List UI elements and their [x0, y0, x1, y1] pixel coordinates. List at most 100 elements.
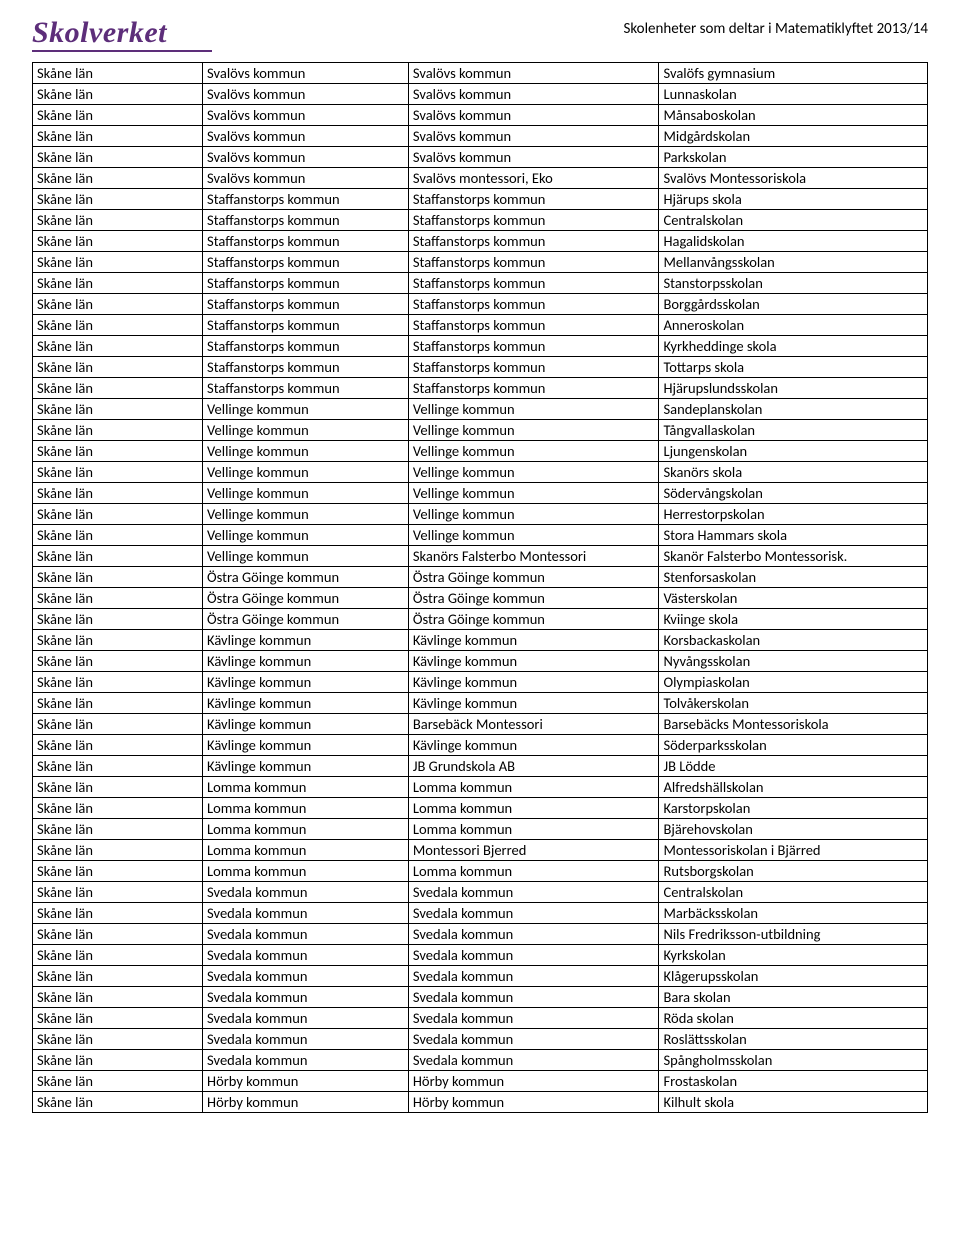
table-cell: Svedala kommun	[408, 903, 659, 924]
table-row: Skåne länKävlinge kommunKävlinge kommunO…	[33, 672, 928, 693]
table-cell: Kävlinge kommun	[203, 630, 409, 651]
table-cell: JB Lödde	[659, 756, 928, 777]
table-cell: Skåne län	[33, 483, 203, 504]
table-cell: Skanörs Falsterbo Montessori	[408, 546, 659, 567]
table-cell: Östra Göinge kommun	[408, 588, 659, 609]
table-cell: Skåne län	[33, 840, 203, 861]
table-row: Skåne länSvedala kommunSvedala kommunKyr…	[33, 945, 928, 966]
table-cell: Rutsborgskolan	[659, 861, 928, 882]
table-cell: Östra Göinge kommun	[203, 588, 409, 609]
table-cell: Skåne län	[33, 273, 203, 294]
table-cell: Roslättsskolan	[659, 1029, 928, 1050]
table-row: Skåne länSvedala kommunSvedala kommunRöd…	[33, 1008, 928, 1029]
table-cell: Skåne län	[33, 378, 203, 399]
table-cell: Staffanstorps kommun	[408, 189, 659, 210]
table-cell: Montessoriskolan i Bjärred	[659, 840, 928, 861]
table-cell: Parkskolan	[659, 147, 928, 168]
table-cell: Skåne län	[33, 1029, 203, 1050]
table-cell: Kävlinge kommun	[203, 672, 409, 693]
table-cell: Vellinge kommun	[408, 399, 659, 420]
table-cell: Svalöfs gymnasium	[659, 63, 928, 84]
table-cell: Skåne län	[33, 903, 203, 924]
table-cell: Lomma kommun	[203, 819, 409, 840]
table-row: Skåne länSvalövs kommunSvalövs kommunMid…	[33, 126, 928, 147]
table-cell: Svedala kommun	[203, 924, 409, 945]
table-cell: Skåne län	[33, 693, 203, 714]
table-cell: Lomma kommun	[203, 861, 409, 882]
table-cell: Hjärupslundsskolan	[659, 378, 928, 399]
table-cell: Staffanstorps kommun	[203, 231, 409, 252]
table-cell: Hjärups skola	[659, 189, 928, 210]
table-row: Skåne länSvalövs kommunSvalövs kommunLun…	[33, 84, 928, 105]
table-cell: Nils Fredriksson-utbildning	[659, 924, 928, 945]
table-cell: Centralskolan	[659, 882, 928, 903]
table-cell: Svedala kommun	[408, 1050, 659, 1071]
table-cell: Skåne län	[33, 336, 203, 357]
table-cell: Svedala kommun	[408, 882, 659, 903]
table-row: Skåne länVellinge kommunVellinge kommunS…	[33, 462, 928, 483]
table-row: Skåne länStaffanstorps kommunStaffanstor…	[33, 273, 928, 294]
table-row: Skåne länStaffanstorps kommunStaffanstor…	[33, 357, 928, 378]
table-cell: Lomma kommun	[408, 819, 659, 840]
table-row: Skåne länKävlinge kommunBarsebäck Montes…	[33, 714, 928, 735]
table-cell: Skåne län	[33, 294, 203, 315]
table-cell: Barsebäcks Montessoriskola	[659, 714, 928, 735]
table-cell: Svalövs kommun	[203, 105, 409, 126]
table-cell: Kävlinge kommun	[203, 756, 409, 777]
table-cell: Röda skolan	[659, 1008, 928, 1029]
table-cell: Olympiaskolan	[659, 672, 928, 693]
table-row: Skåne länVellinge kommunVellinge kommunL…	[33, 441, 928, 462]
table-cell: Kävlinge kommun	[408, 630, 659, 651]
table-cell: Skåne län	[33, 147, 203, 168]
table-cell: Skåne län	[33, 399, 203, 420]
table-row: Skåne länLomma kommunLomma kommunKarstor…	[33, 798, 928, 819]
table-cell: Svalövs kommun	[408, 147, 659, 168]
table-cell: Bjärehovskolan	[659, 819, 928, 840]
table-cell: Anneroskolan	[659, 315, 928, 336]
table-cell: Skåne län	[33, 63, 203, 84]
document-title: Skolenheter som deltar i Matematiklyftet…	[623, 18, 928, 38]
logo-underline	[32, 50, 212, 52]
table-cell: Stenforsaskolan	[659, 567, 928, 588]
table-cell: Skåne län	[33, 168, 203, 189]
table-row: Skåne länKävlinge kommunKävlinge kommunT…	[33, 693, 928, 714]
table-cell: Vellinge kommun	[203, 483, 409, 504]
table-cell: Skåne län	[33, 714, 203, 735]
table-row: Skåne länStaffanstorps kommunStaffanstor…	[33, 210, 928, 231]
table-cell: Svalövs kommun	[408, 63, 659, 84]
table-cell: Skåne län	[33, 777, 203, 798]
table-cell: Lomma kommun	[408, 777, 659, 798]
table-cell: Kilhult skola	[659, 1092, 928, 1113]
table-cell: Ljungenskolan	[659, 441, 928, 462]
table-cell: Hörby kommun	[203, 1071, 409, 1092]
table-cell: Svalövs kommun	[408, 105, 659, 126]
table-cell: Skåne län	[33, 84, 203, 105]
table-cell: Karstorpskolan	[659, 798, 928, 819]
table-cell: Vellinge kommun	[203, 462, 409, 483]
table-cell: Skåne län	[33, 819, 203, 840]
table-cell: Skåne län	[33, 441, 203, 462]
table-cell: Vellinge kommun	[203, 441, 409, 462]
table-cell: Östra Göinge kommun	[408, 609, 659, 630]
table-cell: Skåne län	[33, 525, 203, 546]
table-cell: Hörby kommun	[203, 1092, 409, 1113]
table-cell: Frostaskolan	[659, 1071, 928, 1092]
table-cell: Skåne län	[33, 105, 203, 126]
table-cell: Skåne län	[33, 126, 203, 147]
table-cell: Svedala kommun	[203, 882, 409, 903]
table-cell: Staffanstorps kommun	[408, 378, 659, 399]
table-cell: Mellanvångsskolan	[659, 252, 928, 273]
table-cell: Svalövs montessori, Eko	[408, 168, 659, 189]
table-row: Skåne länSvedala kommunSvedala kommunCen…	[33, 882, 928, 903]
table-row: Skåne länLomma kommunLomma kommunBjäreho…	[33, 819, 928, 840]
table-cell: Staffanstorps kommun	[203, 357, 409, 378]
table-row: Skåne länVellinge kommunVellinge kommunT…	[33, 420, 928, 441]
table-cell: Vellinge kommun	[408, 462, 659, 483]
table-row: Skåne länStaffanstorps kommunStaffanstor…	[33, 294, 928, 315]
table-cell: Södervångskolan	[659, 483, 928, 504]
table-row: Skåne länHörby kommunHörby kommunFrostas…	[33, 1071, 928, 1092]
table-cell: Spångholmsskolan	[659, 1050, 928, 1071]
table-cell: Lomma kommun	[408, 861, 659, 882]
table-cell: Skåne län	[33, 966, 203, 987]
table-row: Skåne länSvalövs kommunSvalövs kommunSva…	[33, 63, 928, 84]
